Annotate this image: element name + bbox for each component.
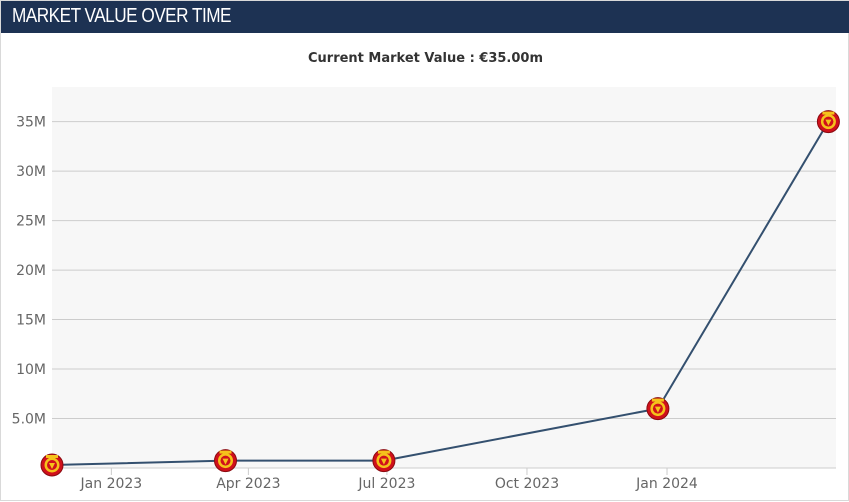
x-tick-label: Jan 2023 [80, 476, 143, 492]
y-tick-label: 20M [16, 263, 46, 279]
x-tick-label: Jul 2023 [357, 476, 415, 492]
y-tick-label: 5.0M [12, 412, 46, 428]
section-title: MARKET VALUE OVER TIME [12, 5, 232, 27]
y-tick-label: 30M [16, 164, 46, 180]
data-point-crest-marker [40, 453, 64, 477]
y-tick-label: 35M [16, 115, 46, 131]
data-point-crest-marker [816, 110, 840, 134]
data-point-crest-marker [214, 449, 237, 473]
x-tick-label: Apr 2023 [216, 476, 280, 492]
data-point-crest-marker [372, 449, 396, 473]
plot-area [52, 87, 836, 468]
y-tick-label: 10M [16, 362, 46, 378]
x-tick-label: Jan 2024 [635, 476, 698, 492]
y-tick-label: 25M [16, 214, 46, 230]
x-tick-label: Oct 2023 [495, 476, 559, 492]
y-tick-label: 15M [16, 313, 46, 329]
data-point-crest-marker [646, 397, 670, 421]
chart-title: Current Market Value : €35.00m [307, 51, 543, 66]
section-header: MARKET VALUE OVER TIME [1, 1, 849, 33]
